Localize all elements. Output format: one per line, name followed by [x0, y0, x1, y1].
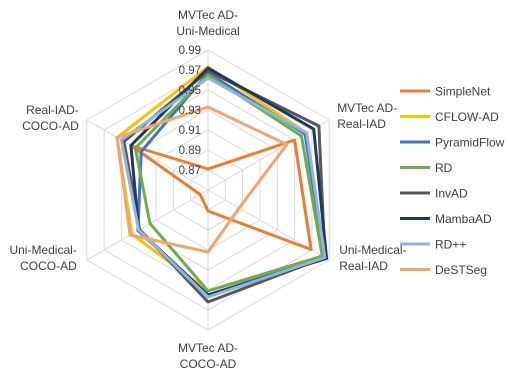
legend-label-destseg: DeSTSeg	[435, 263, 487, 277]
legend-label-invad: InvAD	[435, 187, 468, 201]
legend-label-cflow-ad: CFLOW-AD	[435, 110, 499, 124]
axis-label-3-line-0: MVTec AD-	[178, 341, 238, 355]
legend: SimpleNet CFLOW-AD PyramidFlow RD InvAD Mamba…	[400, 85, 505, 277]
tick-label-4: 0.95	[179, 85, 201, 97]
axis-label-2-line-1: Real-IAD	[339, 259, 388, 273]
axis-label-1-line-0: MVTec AD-	[337, 101, 397, 115]
tick-label-0: 0.87	[179, 165, 201, 177]
legend-label-pyramidflow: PyramidFlow	[435, 136, 505, 150]
legend-label-simplenet: SimpleNet	[435, 85, 491, 99]
spoke-1	[207, 119, 330, 191]
tick-label-1: 0.89	[179, 145, 201, 157]
tick-label-2: 0.91	[179, 125, 201, 137]
radar-tick-labels: 0.87 0.89 0.91 0.93 0.95 0.97 0.99	[179, 45, 201, 177]
series-line-invad	[122, 69, 327, 304]
radar-axis-labels: MVTec AD- Uni-Medical MVTec AD- Real-IAD Uni…	[9, 8, 406, 368]
legend-label-rd: RD	[435, 161, 453, 175]
tick-label-5: 0.97	[179, 65, 201, 77]
axis-label-5-line-0: Real-IAD-	[26, 103, 79, 117]
series-line-destseg	[115, 105, 289, 254]
spoke-5	[86, 119, 209, 191]
spoke-4	[86, 189, 209, 261]
tick-label-3: 0.93	[179, 105, 201, 117]
tick-label-6: 0.99	[179, 45, 201, 57]
axis-label-3-line-1: COCO-AD	[180, 357, 237, 368]
legend-label-mambaad: MambaAD	[435, 212, 492, 226]
series-line-rd	[133, 73, 324, 293]
axis-label-0-line-0: MVTec AD-	[178, 8, 238, 22]
axis-label-4-line-0: Uni-Medical-	[9, 243, 76, 257]
axis-label-0-line-1: Uni-Medical	[176, 24, 239, 38]
axis-label-2-line-0: Uni-Medical-	[339, 243, 406, 257]
axis-label-4-line-1: COCO-AD	[20, 259, 77, 273]
axis-label-1-line-1: Real-IAD	[337, 117, 386, 131]
series-line-rd-	[119, 76, 327, 299]
axis-label-5-line-1: COCO-AD	[22, 119, 79, 133]
series-line-cflow-ad	[115, 65, 324, 293]
radar-series	[115, 65, 329, 304]
legend-label-rd-: RD++	[435, 238, 466, 252]
